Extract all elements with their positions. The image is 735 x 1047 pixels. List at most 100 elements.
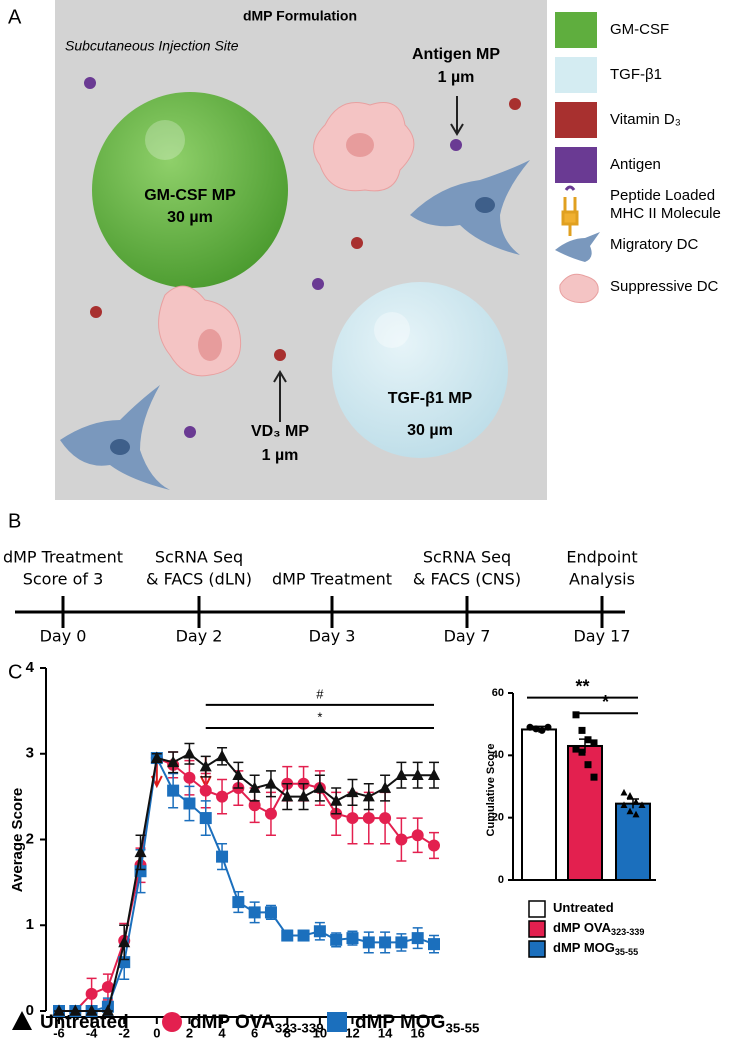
x-tick-label: 14 bbox=[378, 1025, 393, 1040]
legend-name: dMP OVA bbox=[553, 920, 612, 935]
legend-label: Vitamin D₃ bbox=[610, 111, 681, 128]
legend-label: Antigen bbox=[610, 156, 661, 173]
significance-label: ** bbox=[575, 676, 589, 696]
marker bbox=[428, 938, 440, 951]
legend-name: dMP MOG bbox=[553, 940, 615, 955]
marker bbox=[281, 790, 294, 802]
marker bbox=[281, 929, 294, 942]
x-tick-label: 8 bbox=[284, 1025, 291, 1040]
legend-swatch bbox=[555, 57, 597, 93]
x-tick-label: 10 bbox=[313, 1025, 327, 1040]
x-tick-label: 0 bbox=[153, 1025, 160, 1040]
vd3-label: VD₃ MP bbox=[251, 423, 309, 440]
y-tick-label: 2 bbox=[26, 830, 34, 847]
marker bbox=[330, 933, 343, 946]
legend-marker bbox=[12, 1011, 32, 1030]
marker bbox=[183, 797, 196, 810]
marker bbox=[411, 829, 424, 842]
x-tick-label: 4 bbox=[218, 1025, 226, 1040]
legend-label: dMP MOG35-55 bbox=[553, 940, 638, 957]
marker bbox=[297, 790, 310, 802]
legend-label: Untreated bbox=[553, 900, 614, 915]
marker bbox=[395, 936, 408, 949]
data-point bbox=[590, 739, 598, 747]
legend-name: Untreated bbox=[553, 900, 614, 915]
marker bbox=[232, 768, 245, 780]
legend-subscript: 35-55 bbox=[445, 1020, 480, 1035]
marker bbox=[199, 812, 212, 825]
marker bbox=[395, 768, 408, 780]
legend-name: dMP MOG bbox=[355, 1012, 445, 1033]
x-tick-label: -2 bbox=[118, 1025, 130, 1040]
significance-label: # bbox=[316, 686, 324, 701]
tgf-mp bbox=[332, 282, 508, 458]
x-tick-label: 12 bbox=[345, 1025, 359, 1040]
data-point bbox=[626, 807, 634, 815]
data-point bbox=[620, 788, 628, 796]
gmcsf-mp bbox=[92, 92, 288, 288]
panel-a-legend: GM-CSF TGF-β1 Vitamin D₃ Antigen Peptide Loa… bbox=[555, 12, 721, 303]
panel-a: dMP Formulation Subcutaneous Injection S… bbox=[55, 0, 547, 500]
marker bbox=[346, 812, 359, 825]
marker bbox=[216, 790, 229, 803]
legend-label: dMP OVA323-339 bbox=[190, 1012, 324, 1035]
event-label: ScRNA Seq bbox=[155, 548, 243, 567]
legend-label: Suppressive DC bbox=[610, 278, 719, 295]
event-label: dMP Treatment bbox=[272, 570, 392, 589]
marker bbox=[101, 980, 114, 993]
x-tick-label: -6 bbox=[53, 1025, 65, 1040]
marker bbox=[248, 781, 261, 793]
site: Subcutaneous Injection Site bbox=[65, 38, 239, 54]
marker bbox=[379, 781, 392, 793]
marker bbox=[395, 833, 408, 846]
data-point bbox=[572, 745, 580, 753]
marker bbox=[232, 896, 245, 909]
marker bbox=[330, 794, 343, 806]
marker bbox=[167, 755, 180, 768]
bar bbox=[615, 802, 651, 881]
data-point bbox=[584, 761, 592, 769]
legend-subscript: 323-339 bbox=[275, 1020, 324, 1035]
data-point bbox=[578, 726, 586, 734]
day-label: Day 0 bbox=[40, 627, 87, 646]
legend-swatch bbox=[555, 147, 597, 183]
legend-subscript: 323-339 bbox=[611, 927, 644, 937]
event-label: Endpoint bbox=[566, 548, 637, 567]
gmcsf-label: GM-CSF MP bbox=[144, 187, 236, 204]
legend-marker bbox=[162, 1012, 182, 1032]
marker bbox=[362, 790, 375, 802]
data-point bbox=[620, 801, 628, 808]
marker bbox=[134, 845, 147, 858]
gmcsf-size: 30 µm bbox=[167, 209, 213, 226]
legend-swatch bbox=[528, 900, 546, 918]
y-tick-label: 1 bbox=[26, 916, 34, 933]
data-point bbox=[584, 736, 592, 744]
x-tick-label: 16 bbox=[410, 1025, 424, 1040]
significance-label: * bbox=[602, 692, 609, 712]
marker bbox=[428, 768, 440, 780]
day-label: Day 17 bbox=[573, 627, 630, 646]
data-point bbox=[544, 723, 552, 731]
vd3-size: 1 µm bbox=[262, 447, 299, 464]
data-point bbox=[590, 773, 598, 781]
marker bbox=[85, 1004, 98, 1016]
legend-line: MHC II Molecule bbox=[610, 205, 721, 222]
bar bbox=[521, 728, 557, 882]
data-point bbox=[626, 792, 634, 799]
marker bbox=[69, 1004, 82, 1016]
significance-label: * bbox=[317, 709, 322, 724]
legend-swatch bbox=[555, 102, 597, 138]
event-label: & FACS (CNS) bbox=[413, 570, 521, 589]
x-tick-label: -4 bbox=[86, 1025, 98, 1040]
marker bbox=[313, 925, 326, 938]
bar bbox=[567, 744, 603, 881]
marker bbox=[118, 935, 131, 948]
x-tick-label: 6 bbox=[251, 1025, 258, 1040]
marker bbox=[313, 781, 326, 793]
tgf-label: TGF-β1 MP bbox=[388, 390, 473, 407]
marker bbox=[199, 760, 212, 772]
marker bbox=[183, 747, 196, 759]
day-label: Day 3 bbox=[309, 627, 356, 646]
y-tick-label: 3 bbox=[26, 745, 34, 762]
